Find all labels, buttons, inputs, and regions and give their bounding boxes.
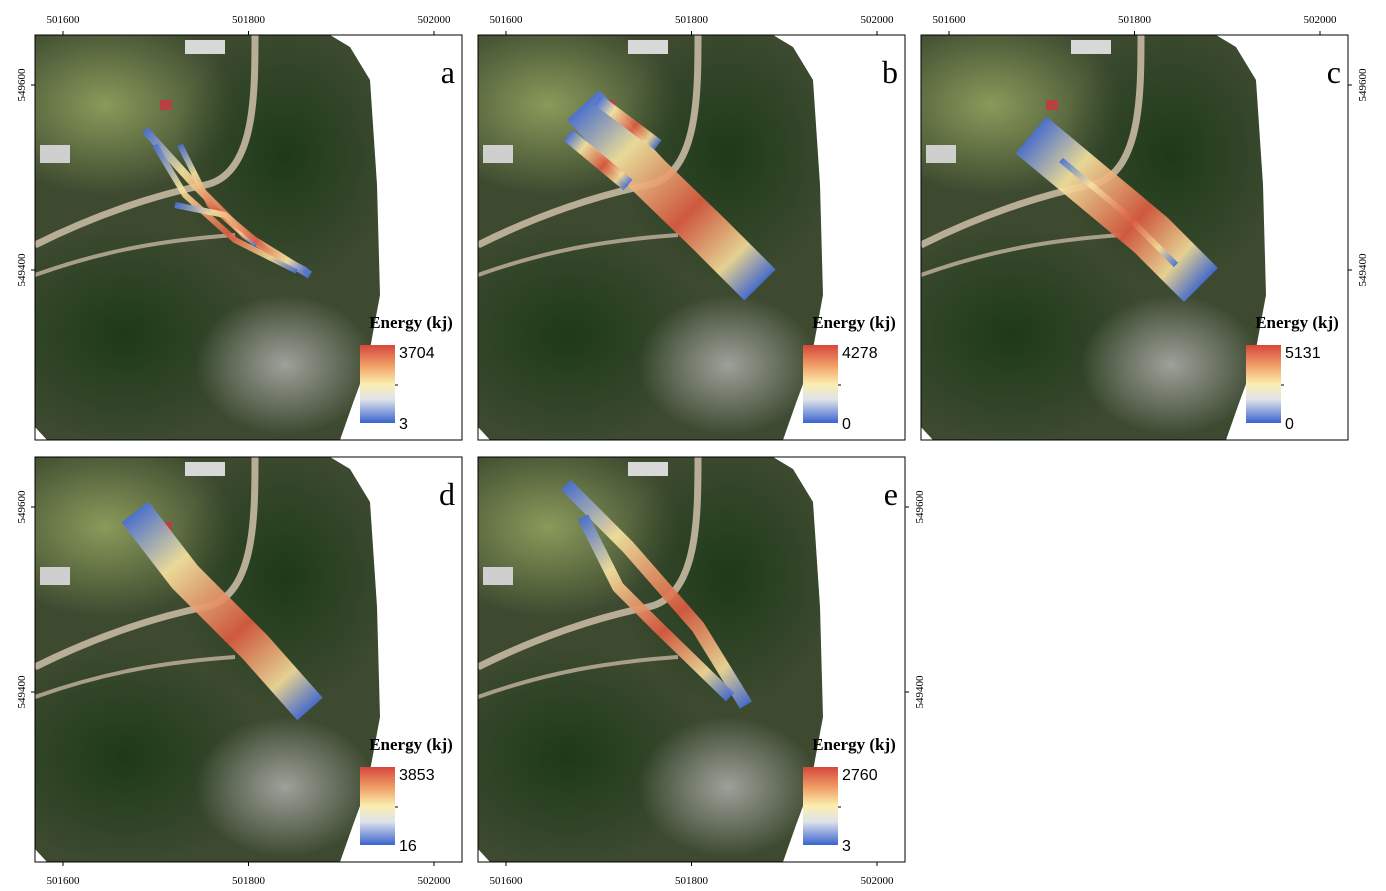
x-tick-label: 501600	[490, 14, 524, 26]
legend-min: 0	[842, 416, 851, 433]
x-tick-label: 502000	[418, 14, 452, 26]
legend-max: 4278	[842, 345, 878, 362]
x-tick-label: 502000	[861, 875, 895, 887]
forest	[175, 25, 395, 285]
legend-ramp	[360, 345, 395, 423]
map-panel: b Energy (kj) 4278 0 501600 501800 502000	[418, 14, 905, 445]
rocks	[1081, 295, 1261, 435]
legend-title: Energy (kj)	[812, 313, 896, 332]
legend-min: 3	[399, 416, 408, 433]
legend-title: Energy (kj)	[812, 735, 896, 754]
map-panel: a Energy (kj) 3704 3 501600 501800 502000 54960…	[0, 14, 462, 445]
building	[1046, 100, 1058, 110]
legend-max: 5131	[1285, 345, 1321, 362]
building	[628, 462, 668, 476]
x-tick-label: 501600	[933, 14, 967, 26]
building	[185, 462, 225, 476]
legend-ramp	[803, 345, 838, 423]
building	[628, 40, 668, 54]
panel-label: d	[439, 476, 455, 512]
y-tick-label: 549600	[16, 490, 28, 524]
legend-ramp	[803, 767, 838, 845]
building	[483, 145, 513, 163]
building	[160, 100, 172, 110]
x-tick-label: 501600	[490, 875, 524, 887]
x-tick-label: 502000	[861, 14, 895, 26]
y-tick-label: 549400	[1357, 253, 1369, 287]
y-tick-label: 549600	[914, 490, 926, 524]
legend-min: 0	[1285, 416, 1294, 433]
y-tick-label: 549400	[914, 675, 926, 709]
legend-max: 3853	[399, 767, 435, 784]
map-panel: e Energy (kj) 2760 3 501600 501800 502000 54960…	[418, 437, 926, 887]
y-tick-label: 549400	[16, 253, 28, 287]
legend-max: 2760	[842, 767, 878, 784]
building	[483, 567, 513, 585]
rocks	[638, 295, 818, 435]
x-tick-label: 501600	[47, 14, 81, 26]
map-panel: d Energy (kj) 3853 16 501600 501800 502000 5496…	[0, 437, 462, 887]
building	[40, 567, 70, 585]
legend-title: Energy (kj)	[1255, 313, 1339, 332]
legend-min: 3	[842, 838, 851, 855]
panel-label: e	[884, 476, 898, 512]
x-tick-label: 501800	[675, 14, 709, 26]
building	[40, 145, 70, 163]
page: a Energy (kj) 3704 3 501600 501800 502000 54960…	[0, 0, 1386, 891]
panel-label: a	[441, 54, 455, 90]
building	[1071, 40, 1111, 54]
building	[185, 40, 225, 54]
legend-title: Energy (kj)	[369, 735, 453, 754]
x-tick-label: 501800	[1118, 14, 1152, 26]
legend-title: Energy (kj)	[369, 313, 453, 332]
y-tick-label: 549400	[16, 675, 28, 709]
y-tick-label: 549600	[16, 68, 28, 102]
rocks	[195, 717, 375, 857]
building	[926, 145, 956, 163]
legend-max: 3704	[399, 345, 435, 362]
x-tick-label: 501600	[47, 875, 81, 887]
y-tick-label: 549600	[1357, 68, 1369, 102]
x-tick-label: 501800	[232, 14, 266, 26]
rocks	[638, 717, 818, 857]
legend-ramp	[360, 767, 395, 845]
panel-label: b	[882, 54, 898, 90]
x-tick-label: 502000	[418, 875, 452, 887]
figure: a Energy (kj) 3704 3 501600 501800 502000 54960…	[0, 0, 1386, 891]
legend-min: 16	[399, 838, 417, 855]
x-tick-label: 501800	[232, 875, 266, 887]
x-tick-label: 502000	[1304, 14, 1338, 26]
map-panel: c Energy (kj) 5131 0 501600 501800 502000 54960…	[861, 14, 1369, 445]
x-tick-label: 501800	[675, 875, 709, 887]
legend-ramp	[1246, 345, 1281, 423]
panel-label: c	[1327, 54, 1341, 90]
rocks	[195, 295, 375, 435]
